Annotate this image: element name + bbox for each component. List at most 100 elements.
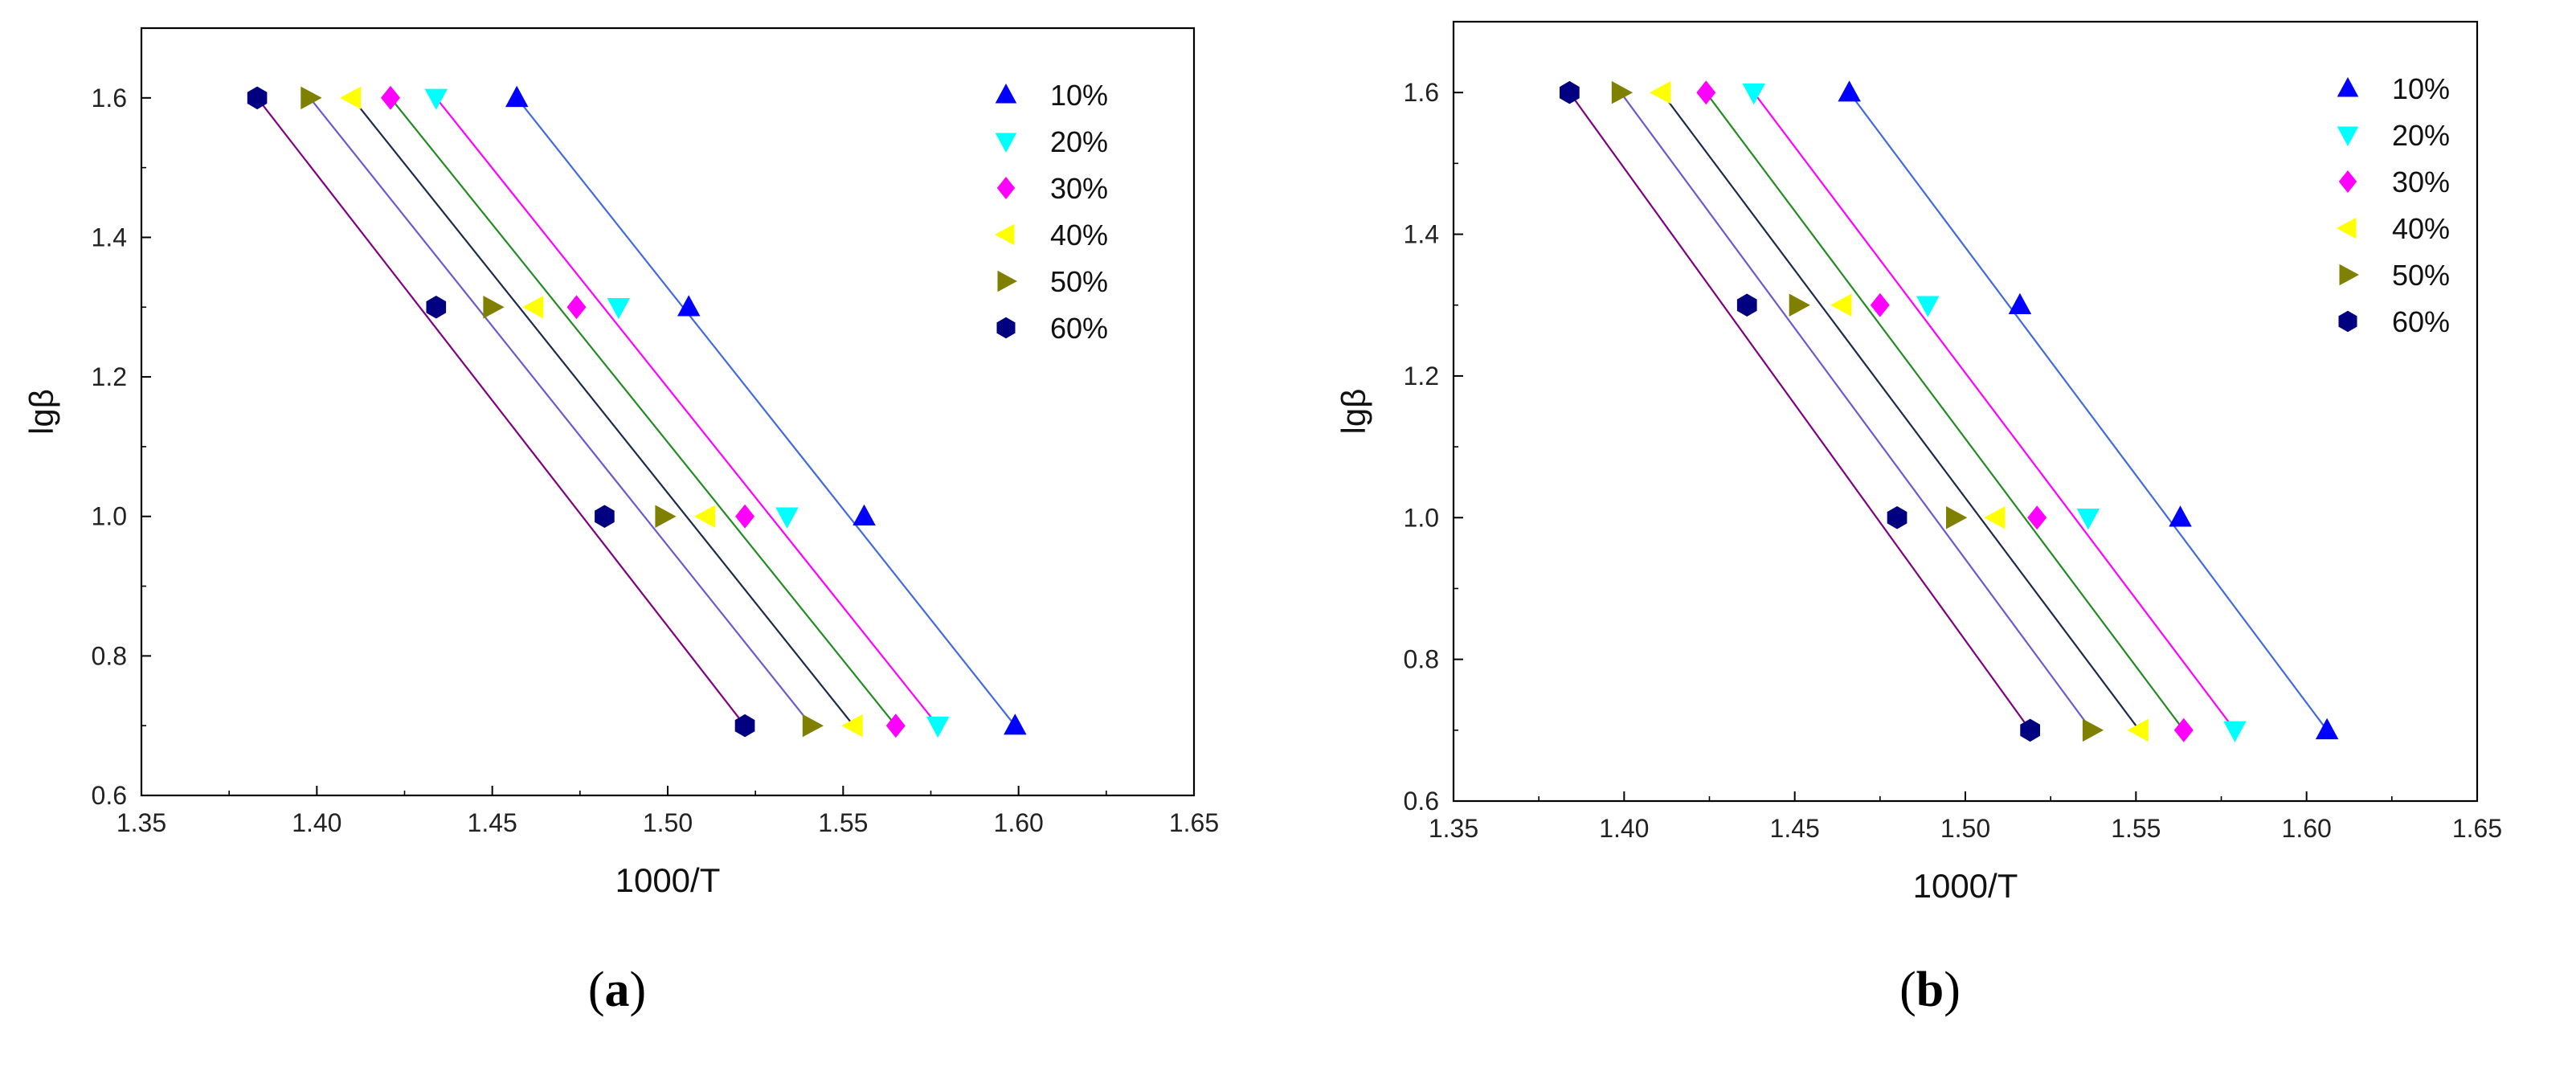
data-point <box>694 505 716 528</box>
legend-marker <box>995 84 1017 104</box>
data-point <box>853 504 876 525</box>
data-point <box>1742 83 1765 105</box>
y-tick-label: 1.6 <box>1404 78 1439 107</box>
data-point <box>926 716 950 738</box>
x-tick-label: 1.40 <box>1599 814 1649 843</box>
data-point <box>607 298 631 320</box>
legend-label: 60% <box>2392 305 2450 338</box>
panel-label-a: (a) <box>588 963 646 1017</box>
x-tick-label: 1.55 <box>818 808 868 837</box>
x-tick-label: 1.50 <box>643 808 693 837</box>
x-tick-label: 1.45 <box>1770 814 1820 843</box>
data-point <box>1696 80 1716 105</box>
fit-line <box>390 97 897 726</box>
data-point <box>424 88 448 110</box>
data-point <box>2082 718 2104 742</box>
y-tick-label: 0.6 <box>1404 787 1439 816</box>
x-tick-label: 1.50 <box>1940 814 1990 843</box>
data-point <box>2027 505 2047 530</box>
data-point <box>677 295 701 317</box>
x-tick-label: 1.65 <box>1169 808 1219 837</box>
plot-frame <box>1452 20 2479 803</box>
y-tick-label: 1.2 <box>1404 362 1439 390</box>
legend-label: 10% <box>1050 79 1108 112</box>
data-point <box>2076 509 2100 530</box>
y-axis-title: lgβ <box>1335 389 1372 435</box>
legend-marker <box>2337 126 2359 146</box>
data-point <box>775 507 799 529</box>
data-point <box>1611 80 1634 104</box>
x-axis-title: 1000/T <box>1913 867 2018 905</box>
data-point <box>247 86 268 110</box>
x-tick-label: 1.55 <box>2111 814 2161 843</box>
legend-marker <box>2338 310 2357 333</box>
data-point <box>1789 293 1810 317</box>
data-point <box>1830 293 1852 317</box>
panel-label-open: ( <box>588 963 605 1017</box>
data-point <box>1650 80 1671 104</box>
fit-line <box>309 97 812 726</box>
legend-marker <box>2337 77 2359 97</box>
fit-line <box>351 97 855 726</box>
data-point <box>1736 293 1757 317</box>
data-point <box>735 504 755 529</box>
y-tick-label: 1.0 <box>92 502 127 531</box>
data-point <box>2127 718 2149 742</box>
panel-label-letter: a <box>605 963 630 1017</box>
data-point <box>505 85 529 108</box>
fit-line <box>516 97 1016 726</box>
legend-label: 30% <box>2392 166 2450 198</box>
fit-line <box>1705 92 2185 731</box>
data-point <box>1887 506 1907 529</box>
data-point <box>566 295 587 320</box>
y-tick-label: 0.8 <box>1404 645 1439 674</box>
legend-label: 40% <box>1050 219 1108 251</box>
data-point <box>885 713 906 738</box>
data-point <box>1838 80 1861 102</box>
fit-line <box>1848 92 2329 731</box>
x-tick-label: 1.35 <box>1429 814 1478 843</box>
data-point <box>2169 505 2192 527</box>
x-tick-label: 1.40 <box>292 808 341 837</box>
data-point <box>1560 80 1580 104</box>
legend-marker <box>2339 264 2359 286</box>
fit-line <box>1752 92 2236 731</box>
fit-line <box>256 97 746 726</box>
data-point <box>301 86 322 110</box>
data-point <box>2020 718 2040 742</box>
chart-panel-a: 1.35 1.40 1.45 1.50 1.55 1.60 1.65 0.6 0.8 1.0 1.2… <box>22 27 1219 1017</box>
data-point <box>1984 506 2006 529</box>
x-tick-label: 1.45 <box>468 808 517 837</box>
data-point <box>2315 717 2339 740</box>
legend-marker <box>995 133 1017 153</box>
legend-marker <box>995 223 1015 246</box>
plot-frame <box>140 27 1196 797</box>
panel-label-letter: b <box>1916 963 1944 1017</box>
data-point <box>655 505 677 528</box>
y-tick-label: 0.6 <box>92 781 127 810</box>
panel-label-open: ( <box>1899 963 1916 1017</box>
legend-label: 20% <box>1050 125 1108 158</box>
data-point <box>2008 292 2032 314</box>
y-tick-label: 1.2 <box>92 362 127 391</box>
fit-line <box>1620 92 2093 731</box>
panel-label-b: (b) <box>1899 963 1961 1017</box>
data-point <box>340 86 362 110</box>
data-point <box>1946 506 1968 529</box>
x-tick-label: 1.65 <box>2452 814 2502 843</box>
data-point <box>426 296 447 319</box>
legend-marker <box>997 270 1017 292</box>
legend-marker <box>996 317 1016 339</box>
x-tick-label: 1.35 <box>117 808 166 837</box>
legend-label: 50% <box>2392 259 2450 292</box>
legend-label: 20% <box>2392 119 2450 152</box>
y-axis-title: lgβ <box>22 389 60 435</box>
legend-marker <box>2337 217 2357 239</box>
data-point <box>734 713 755 738</box>
data-point <box>802 713 824 738</box>
panel-label-close: ) <box>630 963 647 1017</box>
fit-line <box>435 97 939 726</box>
data-point <box>595 505 615 528</box>
legend-label: 30% <box>1050 172 1108 205</box>
y-tick-label: 0.8 <box>92 641 127 670</box>
